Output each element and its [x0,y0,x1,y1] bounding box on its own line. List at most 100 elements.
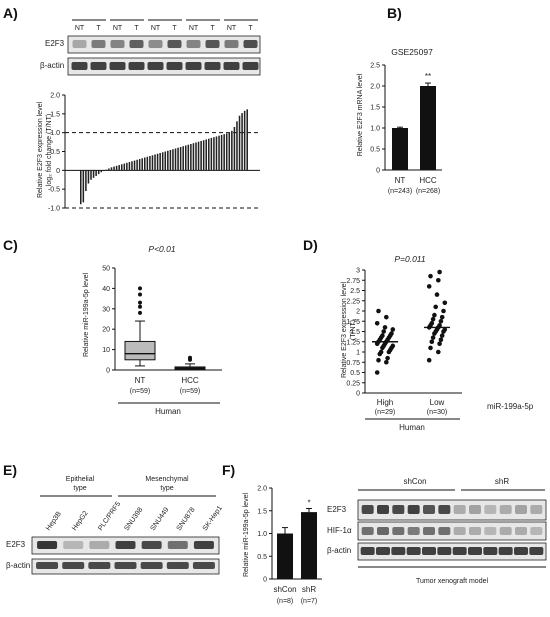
panel-d-ytick-label: 3 [356,268,360,275]
panel-d-low-point [441,308,446,314]
panel-c-label: C) [3,237,18,253]
panel-a-blot-label-e2f3: E2F3 [45,39,65,48]
panel-a-bar [177,147,179,171]
panel-a-bars [80,109,248,205]
panel-e-cell-line-label: SK-Hep1 [202,505,224,532]
panel-f-band-actin [437,547,452,555]
panel-d-low-point [439,314,445,320]
panel-a-bar [146,156,149,171]
panel-a-bar [131,161,133,171]
panel-a-band-e2f3 [91,40,106,48]
panel-a-bar [80,170,82,205]
panel-d-ytick-label: 1.5 [350,329,360,336]
panel-a-band-e2f3 [224,40,239,48]
panel-d-cat-low: Low [430,398,445,407]
panel-c-hcc-outlier [188,355,192,360]
panel-f-ylabel: Relative miR-199a-5p level [243,493,250,577]
panel-a-bar [190,143,192,171]
panel-f-band-actin [514,547,528,555]
panel-a-bar [200,140,202,171]
panel-f-band-hif [530,527,543,535]
panel-c-nt-outlier [138,300,142,305]
panel-f-band-actin [391,547,406,555]
panel-a-band-e2f3 [129,40,144,48]
panel-b-ylabel: Relative E2F3 mRNA level [357,73,364,156]
panel-a-bar [108,168,110,171]
panel-a-bar [105,169,108,171]
panel-e-group2-line1: Mesenchymal [145,476,189,483]
panel-f-band-e2f3 [499,505,512,514]
panel-f-band-e2f3 [392,505,405,514]
panel-a-bar [115,165,118,171]
panel-f-band-actin [406,547,421,555]
panel-a-bar [141,158,143,171]
panel-b-chart: 0 0.5 1.0 1.5 2.0 2.5 ** [370,63,442,175]
panel-f-band-hif [438,527,451,535]
panel-f-band-hif [423,527,435,535]
panel-f-n-shr: (n=7) [301,598,318,605]
panel-a-lane-label: NT [151,25,161,32]
panel-b-bar-hcc [420,86,436,170]
panel-f-band-hif [499,527,512,535]
panel-f-band-actin [483,547,498,555]
panel-a-blot-label-actin: β-actin [40,61,64,70]
panel-a-lane-label: NT [113,25,123,32]
panel-d-n-low: (n=30) [427,409,447,416]
panel-d-high-point [378,349,384,355]
panel-a-band-e2f3 [186,40,201,48]
panel-a-bar [161,152,164,171]
panel-d-high-point [384,314,389,320]
panel-e-blot-label-actin: β-actin [6,561,30,570]
panel-a-band-e2f3 [110,40,125,48]
panel-d-low-point [436,349,441,355]
panel-e-band-e2f3 [115,541,136,549]
panel-c-nt-outlier [138,286,142,291]
panel-c-nt-outlier [138,304,142,309]
panel-e-cell-line-label: HepG2 [71,510,90,532]
panel-a-band-actin [128,62,145,70]
panel-c-nt-outlier [138,310,142,315]
panel-a-bar [149,156,151,171]
panel-a-lane-label: T [210,25,215,32]
panel-a-bar [167,150,169,171]
panel-a-bar [225,133,228,171]
panel-d-ytick-label: 1.75 [346,319,360,326]
panel-f-band-hif [515,527,527,535]
panel-c-ytick-label: 50 [102,266,110,273]
panel-a-band-e2f3 [243,40,258,48]
panel-f-ytick-label: 1.0 [257,531,267,538]
panel-e-cell-line-label: SNU878 [176,506,197,532]
panel-e-band-e2f3 [193,541,214,549]
panel-a-bar [154,154,156,171]
panel-e-band-actin [88,562,111,569]
panel-b-n-hcc: (n=268) [416,188,440,195]
panel-d-low-point [429,321,435,326]
panel-a-bar [159,153,161,171]
panel-a-bar [156,153,159,171]
panel-b-title: GSE25097 [391,47,433,57]
panel-a-bar [228,132,231,171]
panel-a-bar [138,159,141,171]
panel-a-bands [71,40,259,70]
panel-d-low-point [429,339,435,345]
panel-a-bar [223,134,225,171]
panel-f-band-actin [468,547,482,555]
panel-e-band-e2f3 [63,541,84,549]
panel-f-band-actin [498,547,513,555]
panel-a-lane-label: T [134,25,139,32]
panel-f-band-hif [377,527,389,535]
panel-d-ytick-label: 0.5 [350,370,360,377]
panel-f-label: F) [222,462,235,478]
panel-a-ylabel-2: log₂ fold change (T/NT) [46,114,53,186]
panel-d-ytick-label: 0.25 [346,380,360,387]
panel-f-band-e2f3 [530,505,543,514]
panel-f-band-hif [469,527,481,535]
panel-a-bar [95,170,97,176]
panel-d-low-point [432,312,437,318]
panel-d-low-point [433,304,439,310]
panel-c-ytick-label: 10 [102,347,110,354]
panel-b-ytick-label: 1.0 [370,126,380,133]
panel-e-bands [36,541,215,569]
panel-a-bar [236,121,238,171]
